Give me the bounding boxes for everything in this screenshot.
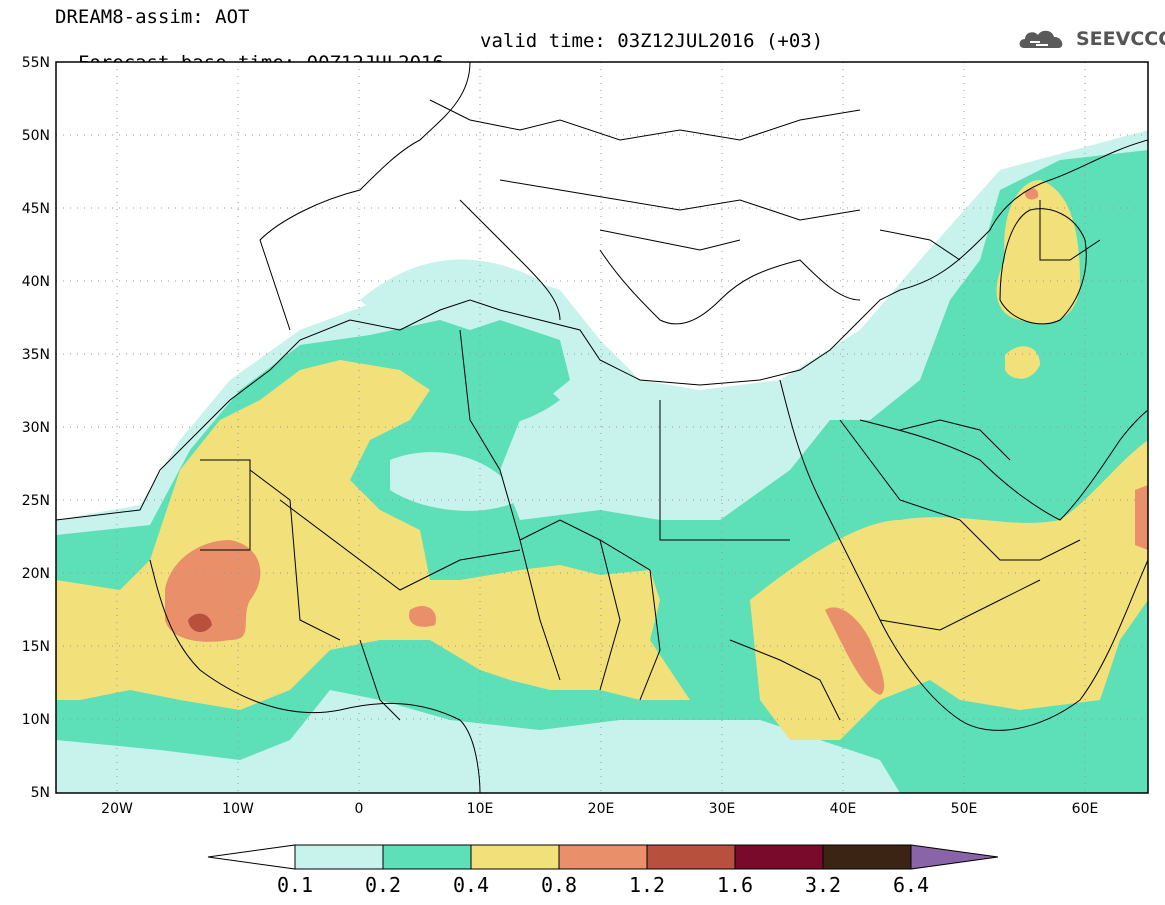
colorbar-swatch [294, 844, 384, 870]
lat-label: 20N [22, 566, 50, 582]
coastlines [56, 62, 1148, 793]
lon-label: 20E [588, 801, 615, 817]
colorbar-swatch [734, 844, 824, 870]
colorbar-swatch [382, 844, 472, 870]
colorbar-label: 0.4 [453, 873, 489, 897]
lon-label: 0 [355, 801, 364, 817]
colorbar-label: 1.2 [629, 873, 665, 897]
colorbar-swatch [822, 844, 912, 870]
lat-label: 45N [22, 201, 50, 217]
colorbar: 0.1 0.2 0.4 0.8 1.2 1.6 3.2 6.4 [207, 844, 999, 897]
colorbar-label: 0.1 [277, 873, 313, 897]
lat-label: 55N [22, 55, 50, 71]
lat-label: 25N [22, 493, 50, 509]
colorbar-high-arrow [910, 844, 999, 870]
lat-label: 10N [22, 712, 50, 728]
colorbar-label: 0.8 [541, 873, 577, 897]
lon-label: 30E [709, 801, 736, 817]
map-title: DREAM8-assim: AOT [55, 6, 250, 28]
map-frame [55, 61, 1149, 794]
colorbar-low-arrow [207, 844, 296, 870]
colorbar-label: 3.2 [805, 873, 841, 897]
latitude-labels: 55N 50N 45N 40N 35N 30N 25N 20N 15N 10N … [22, 55, 50, 801]
lon-label: 20W [101, 801, 133, 817]
lon-label: 10E [467, 801, 494, 817]
lon-label: 40E [830, 801, 857, 817]
lat-label: 40N [22, 274, 50, 290]
colorbar-label: 6.4 [893, 873, 929, 897]
colorbar-swatch [558, 844, 648, 870]
lon-label: 50E [951, 801, 978, 817]
seevccc-logo: SEEVCCC [1018, 26, 1165, 52]
logo-text: SEEVCCC [1076, 28, 1165, 50]
lat-label: 15N [22, 639, 50, 655]
lat-label: 30N [22, 420, 50, 436]
country-borders [200, 99, 1101, 721]
longitude-labels: 20W 10W 0 10E 20E 30E 40E 50E 60E [101, 801, 1098, 817]
valid-time: valid time: 03Z12JUL2016 (+03) [480, 30, 824, 52]
colorbar-label: 1.6 [717, 873, 753, 897]
colorbar-label: 0.2 [365, 873, 401, 897]
lon-label: 10W [222, 801, 254, 817]
aot-band-0-8 [165, 540, 261, 642]
lat-label: 35N [22, 347, 50, 363]
lat-label: 5N [31, 785, 50, 801]
lon-label: 60E [1072, 801, 1099, 817]
aot-band-1-2 [188, 613, 212, 633]
colorbar-swatch [470, 844, 560, 870]
colorbar-swatch [646, 844, 736, 870]
lat-label: 50N [22, 128, 50, 144]
cloud-icon [1019, 30, 1063, 48]
graticule [56, 62, 1148, 793]
